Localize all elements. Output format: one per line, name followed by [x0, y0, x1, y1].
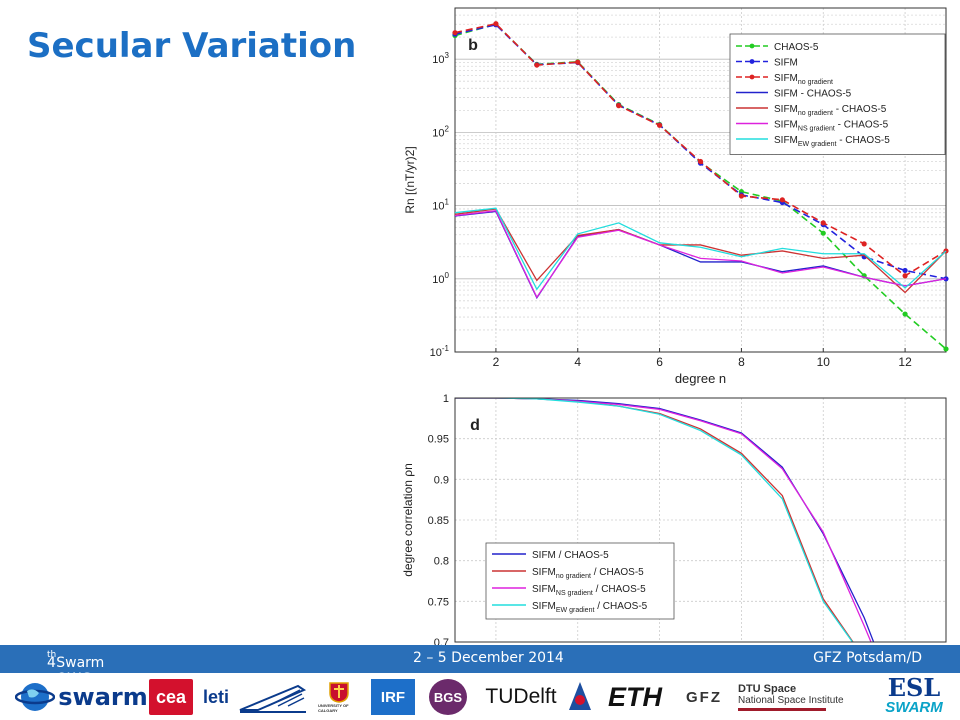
y-tick-label-d: 0.9	[434, 474, 449, 486]
y-tick-label-d: 0.95	[428, 434, 449, 446]
legend-box-b	[729, 33, 946, 155]
y-tick-label-b: 102	[432, 124, 449, 139]
y-tick-label-d: 0.75	[428, 596, 449, 608]
eth-logo: ETH	[608, 681, 662, 712]
panel-label-b: b	[468, 37, 478, 54]
tudelft-logo: TUDelft	[485, 685, 557, 708]
chart-power-spectrum: 2 4 6 8 10 12 10-1 100 101 102 103 degree n Rn [(nT/…	[403, 7, 949, 386]
data-point-b-2	[738, 193, 745, 199]
x-tick-label-b: 8	[738, 355, 745, 369]
cea-logo: cea	[149, 679, 193, 715]
wing-icon	[239, 684, 307, 713]
plot-frame-d	[454, 397, 947, 643]
irf-logo: IRF	[371, 679, 415, 715]
gfz-logo: GFZ	[686, 688, 722, 706]
esl-logo: ESL SWARM	[885, 673, 943, 716]
x-axis-label-b: degree n	[675, 371, 726, 386]
series-line-b-4	[454, 208, 947, 294]
globe-logo	[14, 679, 56, 715]
ipgp-icon	[569, 682, 591, 710]
crest-icon	[329, 682, 349, 703]
legend-label-b: SIFM - CHAOS-5	[774, 89, 852, 100]
legend-box-d	[485, 542, 675, 620]
legend-label-b: SIFMno gradient - CHAOS-5	[774, 104, 887, 117]
x-tick-label-b: 6	[656, 355, 663, 369]
data-point-b-0	[902, 311, 908, 317]
data-point-b-2	[534, 62, 540, 68]
legend-label-d: SIFMEW gradient / CHAOS-5	[532, 601, 648, 614]
x-tick-label-b: 4	[574, 355, 581, 369]
y-tick-label-b: 103	[432, 51, 449, 66]
y-tick-label-d: 0.8	[434, 556, 449, 568]
data-point-b-0	[943, 346, 949, 352]
legend-label-b: CHAOS-5	[774, 42, 819, 53]
plot-frame-b	[454, 7, 947, 353]
legend-label-d: SIFMno gradient / CHAOS-5	[532, 567, 644, 580]
data-point-b-2	[575, 59, 581, 65]
data-point-b-2	[616, 103, 622, 109]
footer-meeting: 4th Swarm QWG Meeting	[47, 650, 113, 703]
swarm-logo: swarm	[58, 683, 148, 711]
legend-label-b: SIFMno gradient	[774, 73, 833, 86]
legend-label-d: SIFM / CHAOS-5	[532, 550, 609, 561]
data-point-b-2	[861, 241, 867, 247]
y-tick-label-b: 100	[432, 271, 449, 286]
dtu-logo: DTU Space National Space Institute	[738, 679, 864, 715]
panel-label-d: d	[470, 417, 480, 434]
legend-marker-b	[749, 59, 755, 64]
y-tick-label-d: 1	[443, 393, 449, 405]
data-point-b-2	[493, 21, 499, 27]
data-point-b-2	[820, 220, 826, 226]
data-point-b-2	[697, 158, 704, 165]
footer-date: 2 – 5 December 2014	[413, 650, 564, 666]
data-point-b-0	[820, 230, 826, 236]
y-tick-label-d: 0.85	[428, 515, 449, 527]
legend-label-b: SIFMNS gradient - CHAOS-5	[774, 120, 889, 133]
calgary-logo: UNIVERSITY OF CALGARY	[318, 679, 360, 715]
y-axis-label-b: Rn [(nT/yr)2]	[403, 146, 417, 213]
series-line-b-6	[454, 207, 947, 291]
wing-logo	[238, 679, 308, 715]
data-point-b-2	[902, 273, 908, 279]
chart-degree-correlation: 1 0.95 0.9 0.85 0.8 0.75 0.7 degree correlation…	[401, 393, 947, 645]
legend-label-b: SIFM	[774, 58, 798, 69]
y-tick-label-d: 0.7	[434, 637, 449, 645]
x-tick-label-b: 10	[817, 355, 831, 369]
ipgp-logo	[566, 679, 594, 715]
y-tick-label-b: 101	[432, 198, 449, 213]
legend-marker-b	[749, 43, 755, 49]
legend-label-b: SIFMEW gradient - CHAOS-5	[774, 135, 890, 148]
y-tick-label-b: 10-1	[430, 344, 450, 359]
legend-marker-b	[749, 74, 755, 80]
logo-strip: swarm cea leti UNIVERSITY OF CALGARY IRF…	[0, 673, 960, 720]
globe-icon	[15, 683, 55, 711]
legend-label-d: SIFMNS gradient / CHAOS-5	[532, 584, 646, 597]
footer-place: GFZ Potsdam/D	[813, 650, 922, 666]
data-point-b-1	[902, 267, 908, 274]
series-line-b-5	[454, 210, 947, 299]
series-line-d-3	[455, 398, 854, 642]
x-tick-label-b: 12	[898, 355, 912, 369]
leti-logo: leti	[202, 686, 229, 707]
data-point-b-2	[452, 30, 458, 36]
bgs-logo: BGS	[429, 679, 467, 715]
x-tick-label-b: 2	[493, 355, 500, 369]
data-point-b-2	[656, 122, 663, 128]
y-axis-label-d: degree correlation ρn	[401, 463, 415, 577]
footer-bar: 4th Swarm QWG Meeting 2 – 5 December 201…	[0, 645, 960, 703]
slide-title: Secular Variation	[27, 26, 357, 66]
data-point-b-2	[779, 197, 785, 203]
